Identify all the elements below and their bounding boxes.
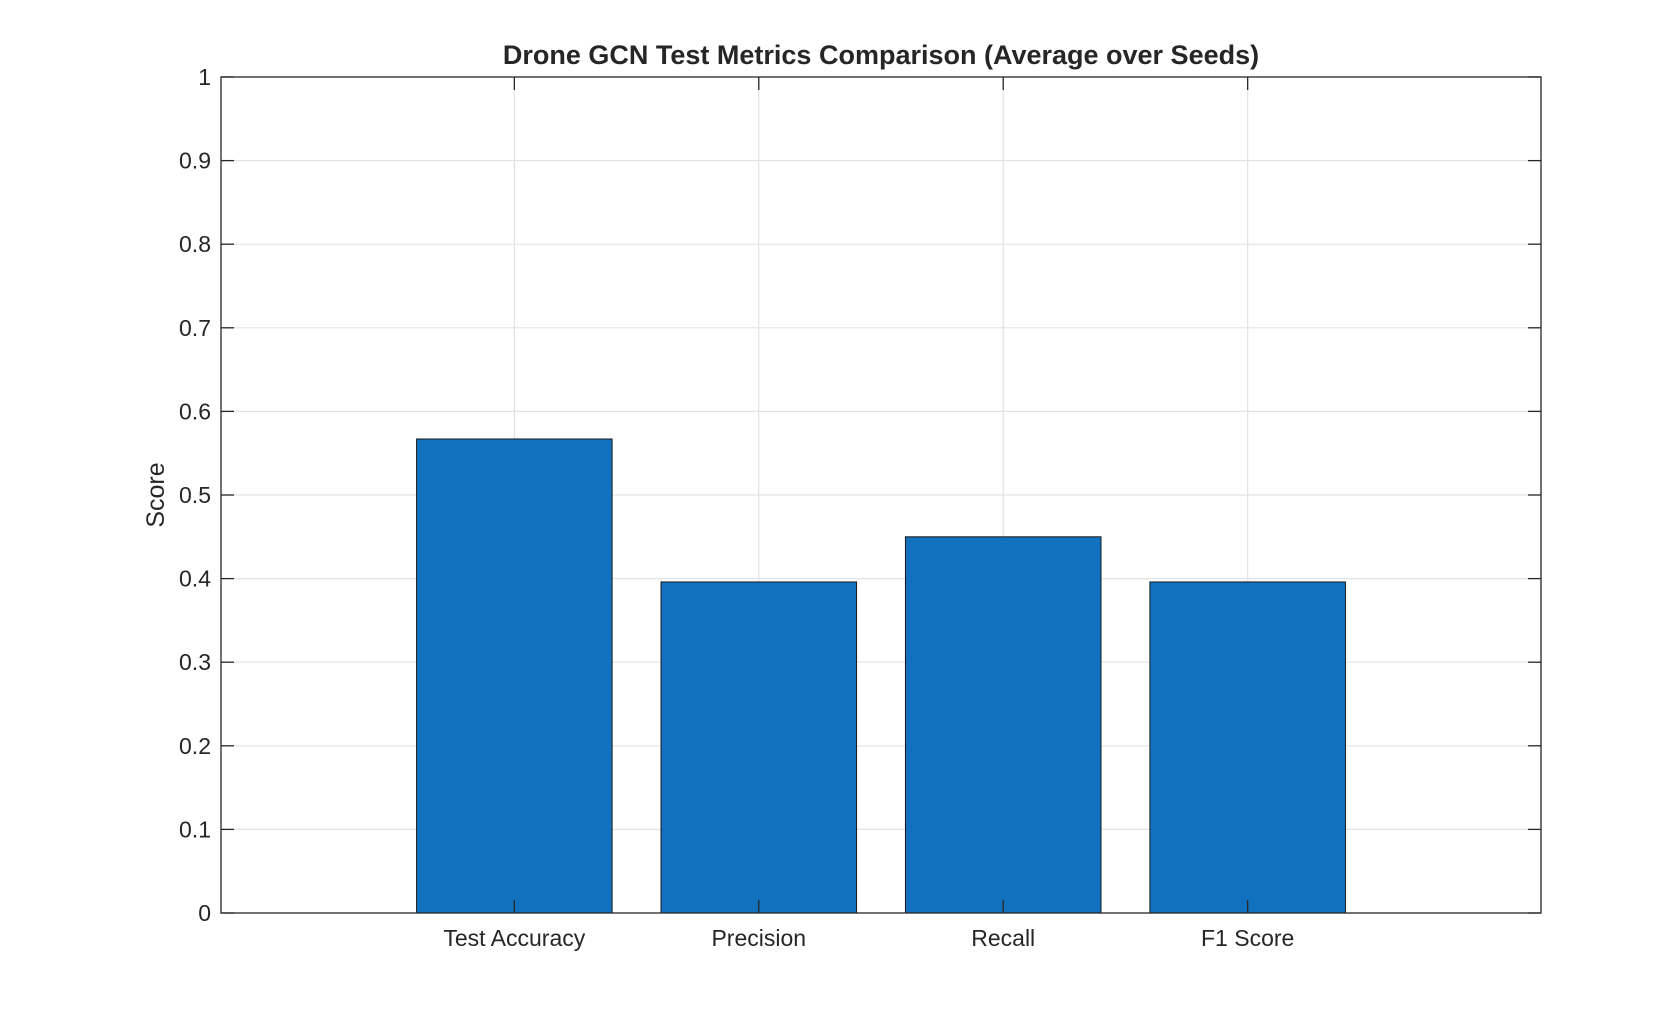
x-tick-label: Precision: [711, 925, 806, 951]
y-tick-label: 0.7: [179, 315, 211, 341]
y-axis-label: Score: [142, 462, 170, 527]
bar-recall: [904, 536, 1102, 914]
bar-precision: [660, 581, 858, 914]
bar-test-accuracy: [416, 438, 613, 914]
chart-title: Drone GCN Test Metrics Comparison (Avera…: [503, 40, 1259, 70]
y-tick-label: 0.3: [179, 649, 211, 675]
axes: [220, 76, 1542, 914]
x-tick-label: Test Accuracy: [443, 925, 585, 951]
y-tick-label: 0.6: [179, 398, 211, 424]
y-tick-label: 0.4: [179, 566, 211, 592]
tick-labels: 0 0.1 0.2 0.3 0.4 0.5 0.6 0.7 0.8 0.9 1 Test Accura…: [179, 64, 1294, 951]
y-tick-label: 1: [198, 64, 211, 90]
y-tick-label: 0.1: [179, 816, 211, 842]
bar-f1-score: [1149, 581, 1346, 914]
y-tick-label: 0.2: [179, 733, 211, 759]
y-tick-label: 0.5: [179, 482, 211, 508]
bars: [416, 438, 1346, 914]
x-tick-label: F1 Score: [1201, 925, 1294, 951]
x-tick-label: Recall: [971, 925, 1035, 951]
y-tick-label: 0.9: [179, 148, 211, 174]
y-tick-label: 0.8: [179, 231, 211, 257]
y-tick-label: 0: [198, 900, 211, 926]
